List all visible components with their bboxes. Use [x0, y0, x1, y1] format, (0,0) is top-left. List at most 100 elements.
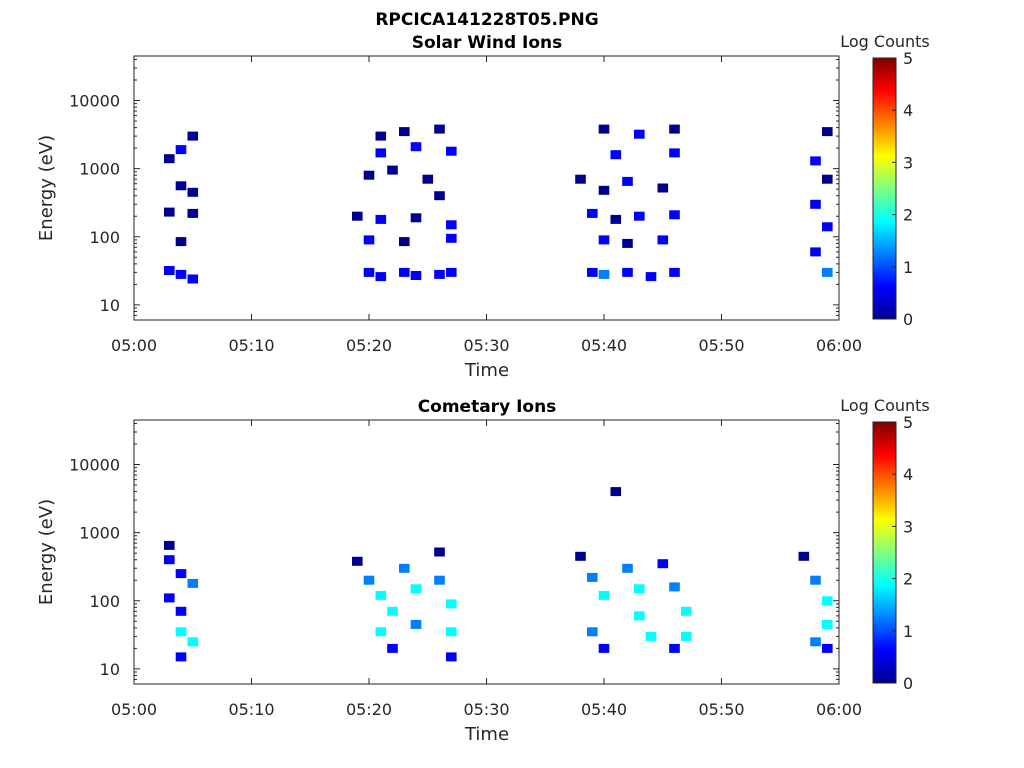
- heatmap-cell: [669, 210, 680, 220]
- heatmap-cell: [175, 181, 187, 191]
- heatmap-cell: [187, 274, 199, 284]
- x-tick-label: 05:40: [581, 700, 627, 719]
- heatmap-cell: [446, 267, 457, 277]
- colorbar-tick-label: 5: [903, 49, 913, 68]
- heatmap-cell: [434, 124, 445, 134]
- heatmap-cell: [634, 584, 645, 594]
- heatmap-cell: [387, 606, 398, 616]
- solar-wind-ylabel: Energy (eV): [36, 135, 57, 241]
- heatmap-cell: [410, 619, 422, 629]
- cometary-panel: Cometary Ions 05:00 05:10 05:20 05:30 05:40 0…: [36, 396, 930, 745]
- heatmap-cell: [434, 547, 445, 557]
- y-tick-label: 10: [100, 296, 120, 315]
- heatmap-cell: [657, 559, 669, 569]
- heatmap-cell: [622, 176, 633, 186]
- y-tick-label: 100: [89, 228, 120, 247]
- solar-wind-xlabel: Time: [464, 360, 509, 381]
- solar-wind-cells: [164, 124, 833, 284]
- heatmap-cell: [587, 208, 598, 218]
- heatmap-cell: [434, 575, 445, 585]
- colorbar-tick-label: 5: [903, 413, 913, 432]
- heatmap-cell: [164, 154, 175, 164]
- solar-wind-title: Solar Wind Ions: [412, 33, 563, 53]
- x-tick-label: 05:00: [111, 700, 157, 719]
- heatmap-cell: [352, 556, 363, 566]
- colorbar-tick-label: 4: [903, 101, 913, 120]
- heatmap-cell: [610, 150, 622, 160]
- solar-wind-ticks: 05:00 05:10 05:20 05:30 05:40 05:50 06:00 10 100…: [69, 56, 862, 355]
- x-tick-label: 05:20: [346, 336, 392, 355]
- heatmap-cell: [175, 627, 187, 637]
- solar-wind-panel: Solar Wind Ions 05:00 05:10 05:20 05:30 05:4…: [36, 32, 930, 381]
- heatmap-cell: [822, 619, 833, 629]
- heatmap-cell: [399, 237, 410, 247]
- heatmap-cell: [575, 174, 586, 184]
- heatmap-cell: [622, 238, 633, 248]
- heatmap-cell: [387, 165, 398, 175]
- heatmap-cell: [410, 213, 422, 223]
- colorbar-tick-label: 3: [903, 517, 913, 536]
- cometary-colorbar-label: Log Counts: [840, 396, 930, 415]
- heatmap-cell: [810, 199, 821, 209]
- y-tick-label: 10: [100, 660, 120, 679]
- solar-wind-colorbar: [872, 57, 897, 320]
- x-tick-label: 06:00: [816, 336, 862, 355]
- heatmap-cell: [810, 156, 821, 166]
- solar-wind-colorbar-ticks: 0 1 2 3 4 5: [892, 49, 913, 329]
- heatmap-cell: [598, 590, 610, 600]
- heatmap-cell: [822, 222, 833, 232]
- heatmap-cell: [363, 267, 375, 277]
- heatmap-cell: [598, 185, 610, 195]
- heatmap-cell: [669, 124, 680, 134]
- heatmap-cell: [164, 207, 175, 217]
- heatmap-cell: [352, 211, 363, 221]
- heatmap-cell: [822, 596, 833, 606]
- heatmap-cell: [822, 127, 833, 137]
- heatmap-cell: [645, 272, 657, 282]
- cometary-colorbar-ticks: 0 1 2 3 4 5: [892, 413, 913, 693]
- heatmap-cell: [622, 563, 633, 573]
- heatmap-cell: [363, 575, 375, 585]
- heatmap-cell: [798, 551, 810, 561]
- heatmap-cell: [175, 606, 187, 616]
- x-tick-label: 05:10: [228, 336, 274, 355]
- heatmap-cell: [657, 183, 669, 193]
- heatmap-cell: [434, 269, 445, 279]
- heatmap-cell: [446, 146, 457, 156]
- heatmap-cell: [575, 551, 586, 561]
- cometary-axes-box: [133, 419, 840, 685]
- x-tick-label: 05:30: [463, 336, 509, 355]
- heatmap-cell: [681, 606, 692, 616]
- solar-wind-colorbar-label: Log Counts: [840, 32, 930, 51]
- heatmap-cell: [375, 590, 387, 600]
- heatmap-cell: [587, 627, 598, 637]
- heatmap-cell: [810, 637, 821, 647]
- heatmap-cell: [634, 611, 645, 621]
- heatmap-cell: [446, 233, 457, 243]
- y-tick-label: 1000: [79, 524, 120, 543]
- heatmap-cell: [822, 267, 833, 277]
- heatmap-cell: [363, 170, 375, 180]
- x-tick-label: 05:10: [228, 700, 274, 719]
- heatmap-cell: [669, 148, 680, 158]
- heatmap-cell: [610, 214, 622, 224]
- heatmap-cell: [446, 220, 457, 230]
- x-tick-label: 05:40: [581, 336, 627, 355]
- solar-wind-axes-box: [133, 55, 840, 321]
- heatmap-cell: [410, 584, 422, 594]
- heatmap-cell: [187, 578, 199, 588]
- heatmap-cell: [446, 599, 457, 609]
- y-tick-label: 100: [89, 592, 120, 611]
- x-tick-label: 05:00: [111, 336, 157, 355]
- y-tick-label: 1000: [79, 160, 120, 179]
- heatmap-cell: [598, 643, 610, 653]
- heatmap-cell: [164, 555, 175, 565]
- heatmap-cell: [399, 127, 410, 137]
- heatmap-cell: [634, 129, 645, 139]
- heatmap-cell: [187, 187, 199, 197]
- heatmap-cell: [164, 540, 175, 550]
- cometary-colorbar: [872, 421, 897, 684]
- cometary-ticks: 05:00 05:10 05:20 05:30 05:40 05:50 06:00 10 100…: [69, 420, 862, 719]
- cometary-cells: [164, 487, 833, 662]
